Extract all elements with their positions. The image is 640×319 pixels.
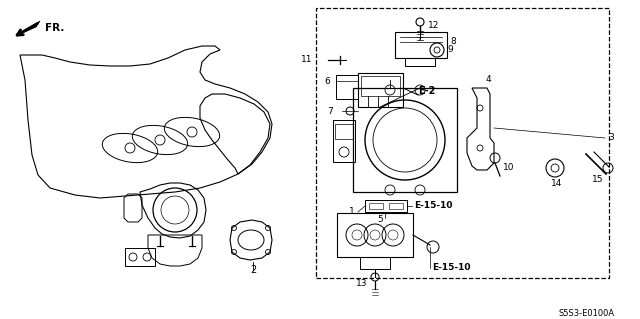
Text: E-2: E-2 [418,86,435,96]
Text: 2: 2 [250,265,256,275]
Text: 4: 4 [486,76,492,85]
Text: E-15-10: E-15-10 [414,202,452,211]
Bar [353,88,457,192]
Text: 12: 12 [428,20,440,29]
Polygon shape [16,21,40,36]
Text: 13: 13 [355,278,367,287]
Text: 10: 10 [503,164,515,173]
Bar [405,58,435,66]
Bar [360,257,390,269]
Text: 8: 8 [450,38,456,47]
Text: 6: 6 [324,77,330,85]
Text: 14: 14 [551,180,563,189]
Bar [335,124,353,139]
Text: 7: 7 [327,107,333,115]
Text: S5S3-E0100A: S5S3-E0100A [559,309,615,318]
Text: 11: 11 [301,56,312,64]
Bar [389,203,403,209]
Text: 15: 15 [592,175,604,184]
Bar [369,203,383,209]
Bar [358,73,403,107]
Text: E-15-10: E-15-10 [432,263,470,272]
Text: 9: 9 [447,46,452,55]
Text: 1: 1 [349,207,355,217]
Text: 5: 5 [377,214,383,224]
Bar [333,120,355,162]
Bar [395,32,447,58]
Text: 3: 3 [608,133,614,143]
Bar [337,213,413,257]
Bar [336,75,358,99]
Bar [365,200,407,212]
Bar [361,76,400,96]
Bar [316,8,609,278]
Bar [125,248,155,266]
Text: FR.: FR. [45,23,65,33]
